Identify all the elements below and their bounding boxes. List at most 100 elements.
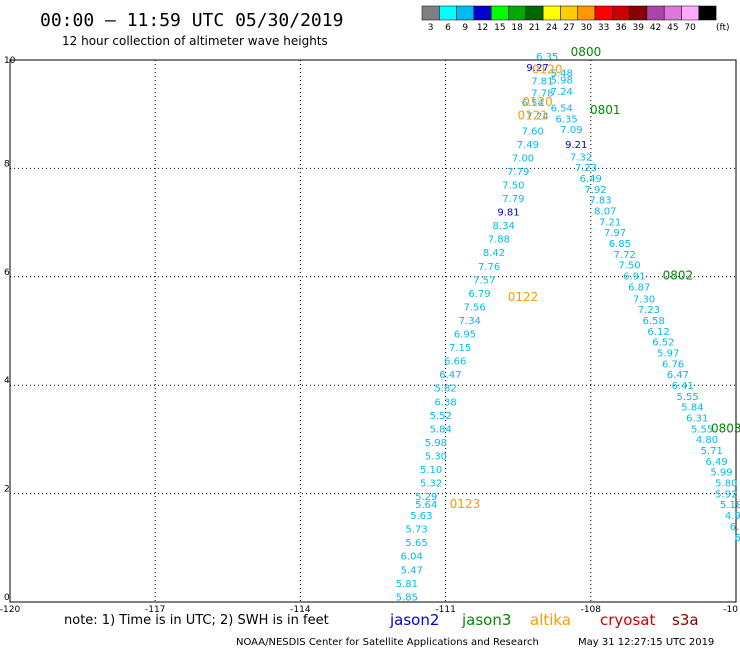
satellite-legend-item: s3a xyxy=(672,611,699,629)
data-point: 5.65 xyxy=(405,538,427,549)
data-point: 7.23 xyxy=(575,163,597,174)
wave-height-points: 6.359.27 5.485.987.817.247.786.54 6.547.24… xyxy=(396,45,740,603)
x-tick-label: -120 xyxy=(0,605,20,615)
data-point: 6.76 xyxy=(662,359,684,370)
satellite-legend-item: cryosat xyxy=(600,611,655,629)
y-tick-label: 6 xyxy=(4,268,10,278)
data-point: 5.30 xyxy=(425,451,447,462)
footer-timestamp: May 31 12:27:15 UTC 2019 xyxy=(578,637,714,648)
data-point: 8.07 xyxy=(594,206,616,217)
scale-swatch xyxy=(473,5,492,21)
data-point: 9.81 xyxy=(497,208,519,219)
data-point: 9.21 xyxy=(565,140,587,151)
scale-swatch xyxy=(612,5,630,21)
data-point: 5.82 xyxy=(434,384,456,395)
scale-label: 33 xyxy=(598,23,609,33)
data-point: 7.81 xyxy=(531,76,553,87)
data-point: 7.32 xyxy=(570,152,592,163)
data-point: 8.42 xyxy=(483,248,505,259)
x-tick-label: -114 xyxy=(290,605,311,615)
plot-frame xyxy=(9,59,737,603)
satellite-legend-item: altika xyxy=(530,611,571,629)
scale-label: 24 xyxy=(546,23,558,33)
data-point: 6.91 xyxy=(623,272,645,283)
y-tick-label: 2 xyxy=(4,485,10,495)
data-point: 6.52 xyxy=(652,338,674,349)
scale-swatch xyxy=(525,5,544,21)
data-point: 6.47 xyxy=(439,370,461,381)
data-point: 8.34 xyxy=(493,221,515,232)
data-point: 5.99 xyxy=(710,468,732,479)
satellite-legend-item: jason3 xyxy=(461,611,511,629)
data-point: 6.54 xyxy=(551,103,573,114)
track-time-label: 0120 xyxy=(532,63,563,77)
x-tick-label: -111 xyxy=(435,605,455,615)
data-point: 6.87 xyxy=(628,282,650,293)
data-point: 7.24 xyxy=(526,112,548,123)
data-point: 4.80 xyxy=(696,435,718,446)
track-time-label: 0122 xyxy=(508,290,539,304)
data-point: 5.52 xyxy=(430,411,452,422)
scale-swatch xyxy=(542,5,561,21)
scale-label: 15 xyxy=(494,23,505,33)
data-point: 6.12 xyxy=(647,327,669,338)
data-point: 7.24 xyxy=(551,87,573,98)
scale-swatch xyxy=(439,5,457,21)
data-point: 7.57 xyxy=(473,275,495,286)
x-tick-label: -117 xyxy=(145,605,165,615)
track-time-label: 0121 xyxy=(517,109,548,123)
data-point: 6.49 xyxy=(580,174,602,185)
data-point: 7.88 xyxy=(488,235,510,246)
data-point: 5.85 xyxy=(396,592,418,603)
chart-title: 00:00 – 11:59 UTC 05/30/2019 xyxy=(40,10,343,31)
data-point: 6.35 xyxy=(536,52,558,63)
scale-swatch xyxy=(663,5,682,21)
data-point: 7.34 xyxy=(459,316,481,327)
data-point: 6.38 xyxy=(434,397,456,408)
scale-swatch xyxy=(560,5,578,21)
scale-label: 21 xyxy=(529,23,540,33)
scale-label: 6 xyxy=(445,23,451,33)
data-point: 5.47 xyxy=(401,565,423,576)
scale-label: 12 xyxy=(477,23,488,33)
scale-label: 27 xyxy=(563,23,574,33)
data-point: 9.27 xyxy=(526,63,548,74)
scale-label: 70 xyxy=(684,23,696,33)
scale-swatch xyxy=(577,5,596,21)
data-point: 7.92 xyxy=(585,185,607,196)
data-point: 5.73 xyxy=(405,525,427,536)
track-time-label: 0120 xyxy=(522,95,553,109)
data-point: 5.98 xyxy=(551,75,573,86)
scale-swatch xyxy=(508,5,527,21)
track-time-label: 0802 xyxy=(663,269,694,283)
scale-label: 30 xyxy=(581,23,593,33)
data-point: 6.54 xyxy=(522,98,544,109)
data-point: 7.83 xyxy=(589,196,611,207)
data-point: 7.50 xyxy=(502,180,524,191)
data-point: 7.79 xyxy=(502,194,524,205)
data-point: 6.41 xyxy=(672,381,694,392)
y-tick-label: 10 xyxy=(4,56,16,66)
scale-label: 18 xyxy=(511,23,523,33)
data-point: 7.23 xyxy=(638,305,660,316)
data-point: 6.19 xyxy=(735,533,740,544)
data-point: 6.66 xyxy=(444,357,466,368)
data-point: 7.78 xyxy=(531,88,553,99)
data-point: 7.76 xyxy=(478,262,500,273)
data-point: 5.64 xyxy=(415,500,437,511)
data-point: 7.21 xyxy=(599,217,621,228)
data-point: 5.55 xyxy=(691,424,713,435)
data-point: 7.15 xyxy=(449,343,471,354)
data-point: 5.92 xyxy=(715,489,737,500)
track-time-label: 0801 xyxy=(590,103,621,117)
x-tick-label: -10 xyxy=(723,605,738,615)
data-point: 7.97 xyxy=(604,228,626,239)
data-point: 5.29 xyxy=(415,492,437,503)
data-point: 5.48 xyxy=(551,68,573,79)
scale-label: 36 xyxy=(615,23,627,33)
data-point: 4.91 xyxy=(725,511,740,522)
track-time-label: 0800 xyxy=(571,45,602,59)
data-point: 6.58 xyxy=(643,316,665,327)
scale-swatch xyxy=(421,5,440,21)
scale-swatch xyxy=(646,5,665,21)
